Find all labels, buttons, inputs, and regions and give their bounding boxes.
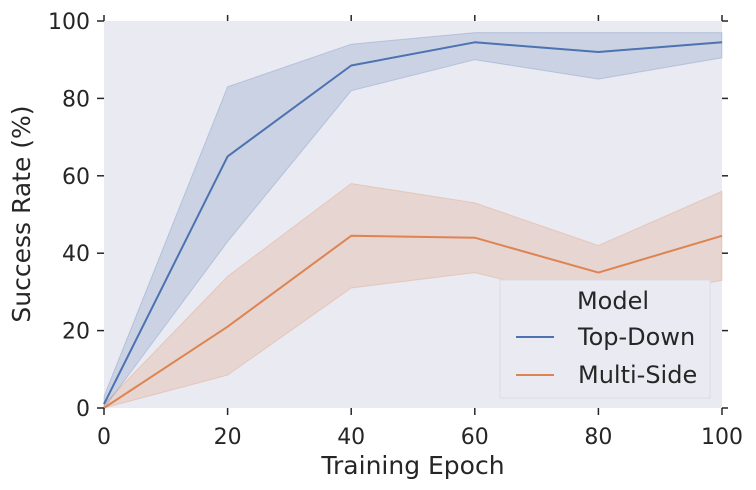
y-axis-label: Success Rate (%) <box>7 105 36 322</box>
legend-label-multi-side: Multi-Side <box>578 361 697 389</box>
tick-labels-x: 0 20 40 60 80 100 <box>97 425 743 450</box>
x-tick-label: 0 <box>97 425 111 450</box>
y-tick-label: 80 <box>62 87 90 112</box>
x-tick-label: 100 <box>701 425 743 450</box>
x-axis-label: Training Epoch <box>320 451 504 480</box>
ci-band-top-down <box>103 32 723 410</box>
ci-bands <box>103 32 723 410</box>
x-tick-label: 60 <box>461 425 489 450</box>
ci-band-multi-side <box>103 182 723 409</box>
y-tick-label: 40 <box>62 242 90 267</box>
series-line-top-down <box>103 41 723 405</box>
y-tick-label: 100 <box>48 10 90 35</box>
y-tick-label: 20 <box>62 320 90 345</box>
axis-ticks <box>97 15 728 415</box>
series-line-multi-side <box>103 234 723 409</box>
y-tick-label: 60 <box>62 165 90 190</box>
y-tick-label: 0 <box>76 397 90 422</box>
tick-labels-y: 0 20 40 60 80 100 <box>48 10 90 422</box>
legend: Model Top-Down Multi-Side <box>499 279 711 399</box>
series-lines <box>103 41 723 409</box>
legend-title: Model <box>577 287 649 315</box>
legend-box <box>499 279 711 399</box>
x-tick-label: 80 <box>584 425 612 450</box>
legend-label-top-down: Top-Down <box>577 323 695 351</box>
x-tick-label: 40 <box>337 425 365 450</box>
x-tick-label: 20 <box>214 425 242 450</box>
